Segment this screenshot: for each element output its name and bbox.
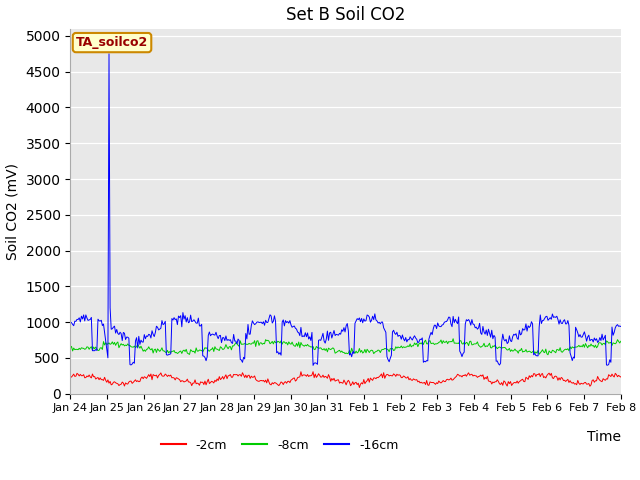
Y-axis label: Soil CO2 (mV): Soil CO2 (mV) <box>6 163 20 260</box>
Title: Set B Soil CO2: Set B Soil CO2 <box>286 6 405 24</box>
Text: Time: Time <box>587 430 621 444</box>
Legend: -2cm, -8cm, -16cm: -2cm, -8cm, -16cm <box>156 433 403 456</box>
Text: TA_soilco2: TA_soilco2 <box>76 36 148 49</box>
